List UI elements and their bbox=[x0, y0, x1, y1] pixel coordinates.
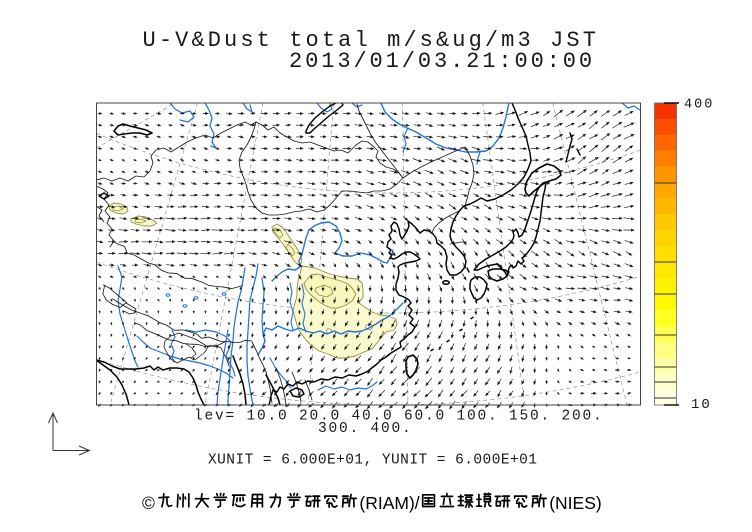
svg-text:2013/01/03.21:00:00: 2013/01/03.21:00:00 bbox=[289, 49, 595, 74]
svg-text:U-V&Dust total m/s&ug/m3 JST: U-V&Dust total m/s&ug/m3 JST bbox=[143, 28, 599, 53]
svg-text:(RIAM)/: (RIAM)/ bbox=[359, 493, 419, 513]
svg-text:XUNIT = 6.000E+01, YUNIT = 6.0: XUNIT = 6.000E+01, YUNIT = 6.000E+01 bbox=[208, 453, 537, 469]
svg-text:10: 10 bbox=[691, 397, 712, 413]
svg-text:300. 400.: 300. 400. bbox=[318, 421, 413, 437]
svg-text:400: 400 bbox=[684, 98, 714, 113]
svg-text:(NIES): (NIES) bbox=[549, 493, 602, 513]
svg-text:©: © bbox=[142, 493, 155, 513]
svg-text:lev= 10.0 20.0 40.0 60.0 100.: lev= 10.0 20.0 40.0 60.0 100. 150. 200. bbox=[194, 409, 604, 425]
